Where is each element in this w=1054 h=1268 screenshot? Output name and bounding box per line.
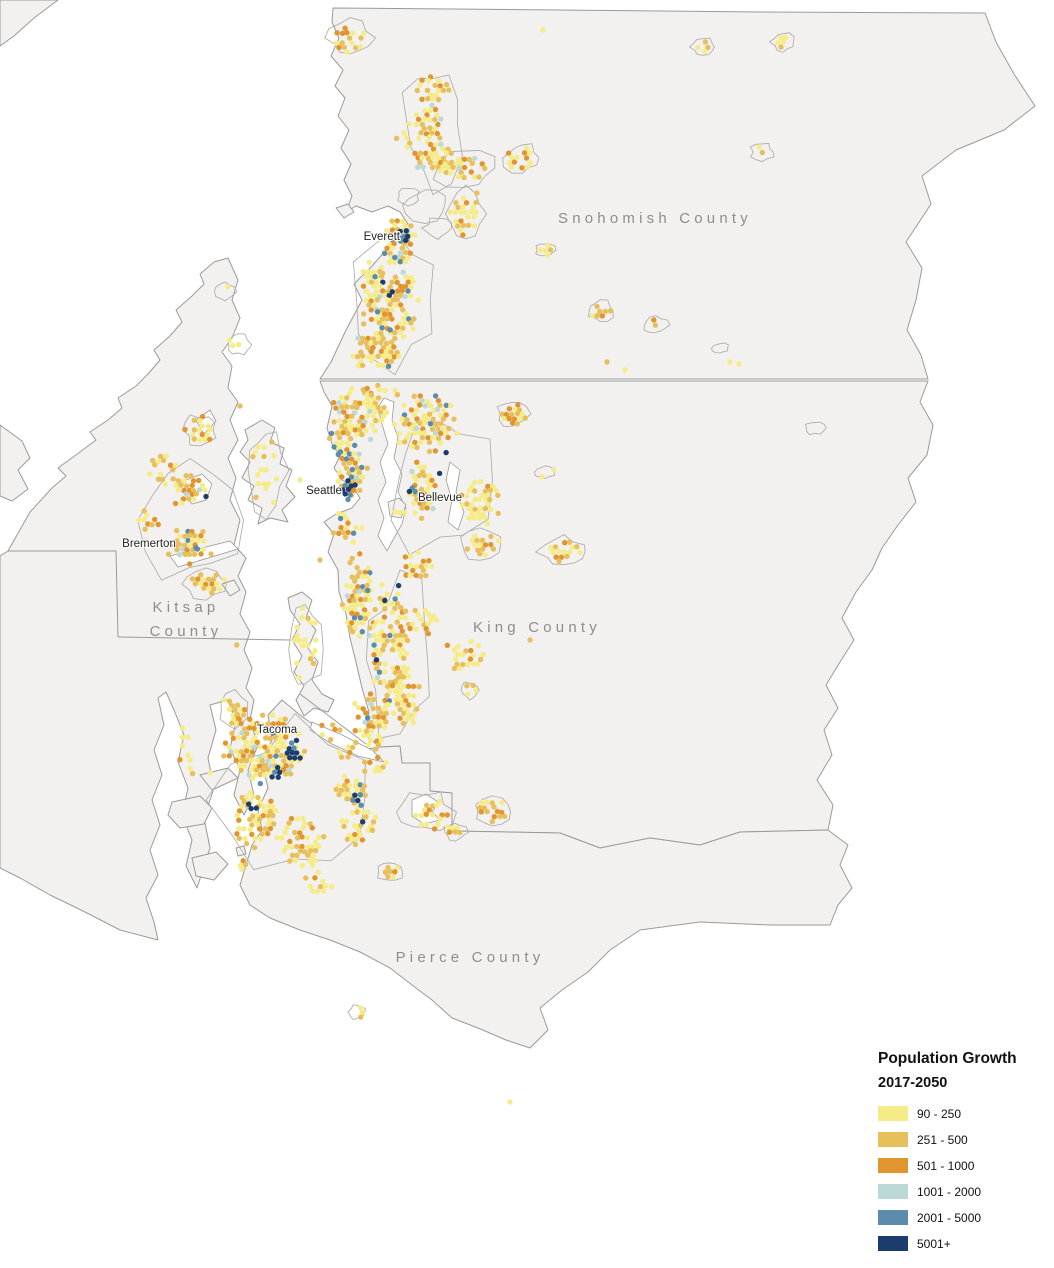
legend-subtitle: 2017-2050 (878, 1074, 948, 1091)
legend-label: 501 - 1000 (917, 1158, 975, 1173)
uga-outline (397, 187, 420, 207)
county-label: Snohomish County (558, 210, 752, 227)
region-whidbey-corner (0, 0, 59, 47)
uga-outline (228, 333, 253, 356)
water-sinclair-inlet (169, 540, 239, 568)
uga-outline (247, 431, 290, 521)
boundary-kitsap-mason-line (8, 550, 119, 638)
uga-outline (475, 795, 512, 827)
legend-swatch (878, 1210, 908, 1226)
uga-outline (365, 569, 430, 739)
legend-label: 1001 - 2000 (917, 1184, 982, 1199)
legend-item: 1001 - 2000 (878, 1179, 1054, 1205)
city-label-tacoma: Tacoma (257, 724, 298, 736)
county-label: King County (473, 619, 601, 636)
uga-outline (324, 17, 377, 55)
legend-label: 2001 - 5000 (917, 1210, 982, 1225)
uga-outline (377, 862, 403, 881)
legend-swatch (878, 1132, 908, 1148)
legend: Population Growth 2017-2050 90 - 250 251 … (878, 1050, 1054, 1257)
legend-rows: 90 - 250 251 - 500 501 - 1000 1001 - 2000 20… (878, 1101, 1054, 1257)
region-mcneil-island (167, 795, 213, 829)
legend-swatch (878, 1236, 908, 1252)
region-hat-island (335, 203, 355, 219)
uga-outline (460, 527, 502, 561)
legend-item: 251 - 500 (878, 1127, 1054, 1153)
uga-outline (401, 189, 446, 224)
uga-outline (688, 37, 715, 56)
region-pierce-county (239, 699, 853, 1049)
uga-outline (181, 567, 227, 601)
legend-item: 90 - 250 (878, 1101, 1054, 1127)
uga-outline (643, 315, 671, 334)
uga-outline (534, 534, 586, 566)
region-toandos-edge (0, 424, 31, 502)
city-label-bremerton: Bremerton (122, 538, 176, 550)
boundary-king-pierce-water-line (299, 693, 367, 745)
uga-outline (205, 712, 366, 871)
uga-outline (587, 299, 614, 323)
uga-outline (288, 603, 324, 685)
region-snohomish-county (319, 7, 1036, 380)
legend-title: Population Growth (878, 1050, 1017, 1067)
water-lake-sammamish (445, 461, 465, 531)
legend-swatch (878, 1184, 908, 1200)
legend-label: 90 - 250 (917, 1106, 962, 1121)
county-label: County (150, 623, 223, 640)
legend-label: 251 - 500 (917, 1132, 968, 1147)
uga-outline (711, 342, 730, 354)
legend-item: 5001+ (878, 1231, 1054, 1257)
dot-layer (136, 25, 789, 1105)
region-anderson-island (191, 851, 229, 881)
uga-outline (534, 465, 556, 480)
legend-item: 2001 - 5000 (878, 1205, 1054, 1231)
city-label-everett: Everett (364, 231, 401, 243)
city-label-bellevue: Bellevue (418, 492, 462, 504)
legend-item: 501 - 1000 (878, 1153, 1054, 1179)
uga-outline (768, 32, 795, 53)
uga-outline (395, 791, 458, 832)
uga-outline (749, 142, 775, 163)
uga-outline (804, 421, 827, 436)
city-label-seattle: Seattle (306, 485, 342, 497)
county-label: Kitsap (153, 599, 220, 616)
uga-outline (443, 822, 470, 842)
water-commencement-bay (309, 721, 386, 763)
boundary-kitsap-south-line (117, 636, 291, 641)
legend-swatch (878, 1158, 908, 1174)
uga-outline (420, 217, 452, 240)
county-label: Pierce County (396, 949, 545, 966)
legend-swatch (878, 1106, 908, 1122)
legend-label: 5001+ (917, 1236, 951, 1251)
